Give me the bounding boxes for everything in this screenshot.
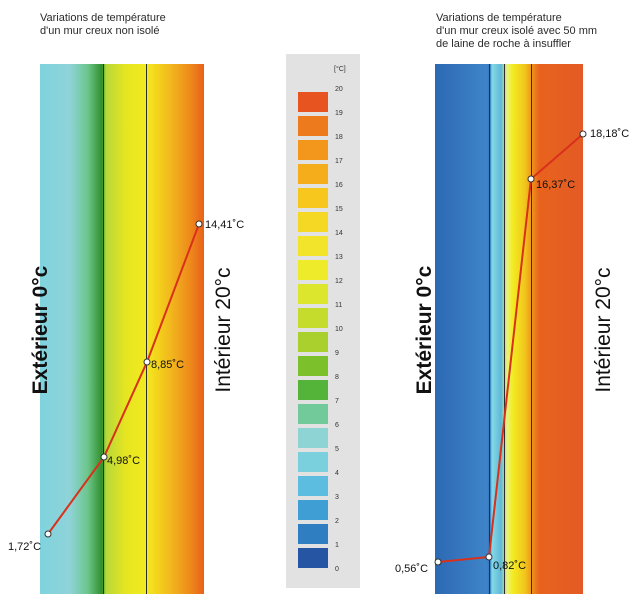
legend-swatch [298,404,328,424]
exterior-label-right: Extérieur 0°c [413,265,436,395]
legend-tick-label: 10 [335,326,343,333]
profile-line-insulated [437,133,584,563]
legend-swatch [298,380,328,400]
wall-layer-boundary [489,64,490,594]
wall-layer-boundary [146,64,147,594]
legend-swatch [298,308,328,328]
legend-tick-label: 13 [335,254,343,261]
caption-line: de laine de roche à insuffler [436,38,571,50]
legend-tick-label: 7 [335,398,339,405]
profile-point-marker [143,358,151,366]
value-label: 16,37˚C [536,179,576,191]
legend-tick-label: 8 [335,374,339,381]
legend-swatch [298,428,328,448]
value-label: 18,18˚C [590,128,630,140]
legend-swatch [298,548,328,568]
legend-tick-label: 3 [335,494,339,501]
legend-tick-label: 5 [335,446,339,453]
legend-tick-label: 17 [335,158,343,165]
value-label: 0,56˚C [395,563,429,575]
value-label: 0,82˚C [493,560,527,572]
legend-tick-label: 15 [335,206,343,213]
profile-point-marker [527,175,535,183]
value-label: 14,41˚C [205,219,245,231]
thermal-map-uninsulated [40,64,204,594]
legend-tick-label: 18 [335,134,343,141]
wall-layer-boundary [504,64,505,594]
caption-uninsulated: Variations de température d'un mur creux… [40,12,240,38]
profile-point-marker [44,530,52,538]
profile-line-uninsulated [47,223,200,535]
legend-swatch [298,500,328,520]
value-label: 8,85˚C [151,359,185,371]
legend-swatch [298,236,328,256]
legend-swatch [298,524,328,544]
legend-unit: [°C] [334,66,346,73]
legend-swatch [298,164,328,184]
legend-tick-label: 14 [335,230,343,237]
caption-line: d'un mur creux non isolé [40,25,160,37]
legend-tick-label: 11 [335,302,343,309]
legend-tick-label: 4 [335,470,339,477]
value-label: 1,72˚C [8,541,42,553]
legend-tick-label: 12 [335,278,343,285]
legend-swatch [298,476,328,496]
value-label: 4,98˚C [107,455,141,467]
legend-tick-label: 2 [335,518,339,525]
legend-swatch [298,260,328,280]
profile-point-marker [100,453,108,461]
legend-swatch [298,92,328,112]
legend-swatch [298,140,328,160]
legend-tick-label: 0 [335,566,339,573]
profile-point-marker [579,130,587,138]
profile-point-marker [434,558,442,566]
thermal-map-insulated [435,64,583,594]
exterior-label-left: Extérieur 0°c [29,265,52,395]
legend-swatch [298,188,328,208]
profile-point-marker [195,220,203,228]
legend-tick-label: 19 [335,110,343,117]
legend-tick-label: 1 [335,542,339,549]
interior-label-left: Intérieur 20°c [212,267,235,393]
profile-point-marker [485,553,493,561]
caption-line: d'un mur creux isolé avec 50 mm [436,25,598,37]
legend-tick-label: 9 [335,350,339,357]
caption-line: Variations de température [40,12,166,24]
legend-swatch [298,284,328,304]
legend-swatch [298,212,328,232]
legend-tick-label: 20 [335,86,343,93]
legend-swatch [298,356,328,376]
interior-label-right: Intérieur 20°c [592,267,615,393]
caption-line: Variations de température [436,12,562,24]
legend-tick-label: 6 [335,422,339,429]
temperature-color-legend: [°C] 20 19 18 17 16 15 14 13 12 11 10 9 8 7 6 5 4 3 2 1 0 [286,54,360,588]
wall-layer-boundary [103,64,104,594]
legend-swatch [298,452,328,472]
caption-insulated: Variations de température d'un mur creux… [436,12,632,51]
wall-layer-boundary [531,64,532,594]
legend-swatch [298,116,328,136]
legend-tick-label: 16 [335,182,343,189]
legend-swatch [298,332,328,352]
